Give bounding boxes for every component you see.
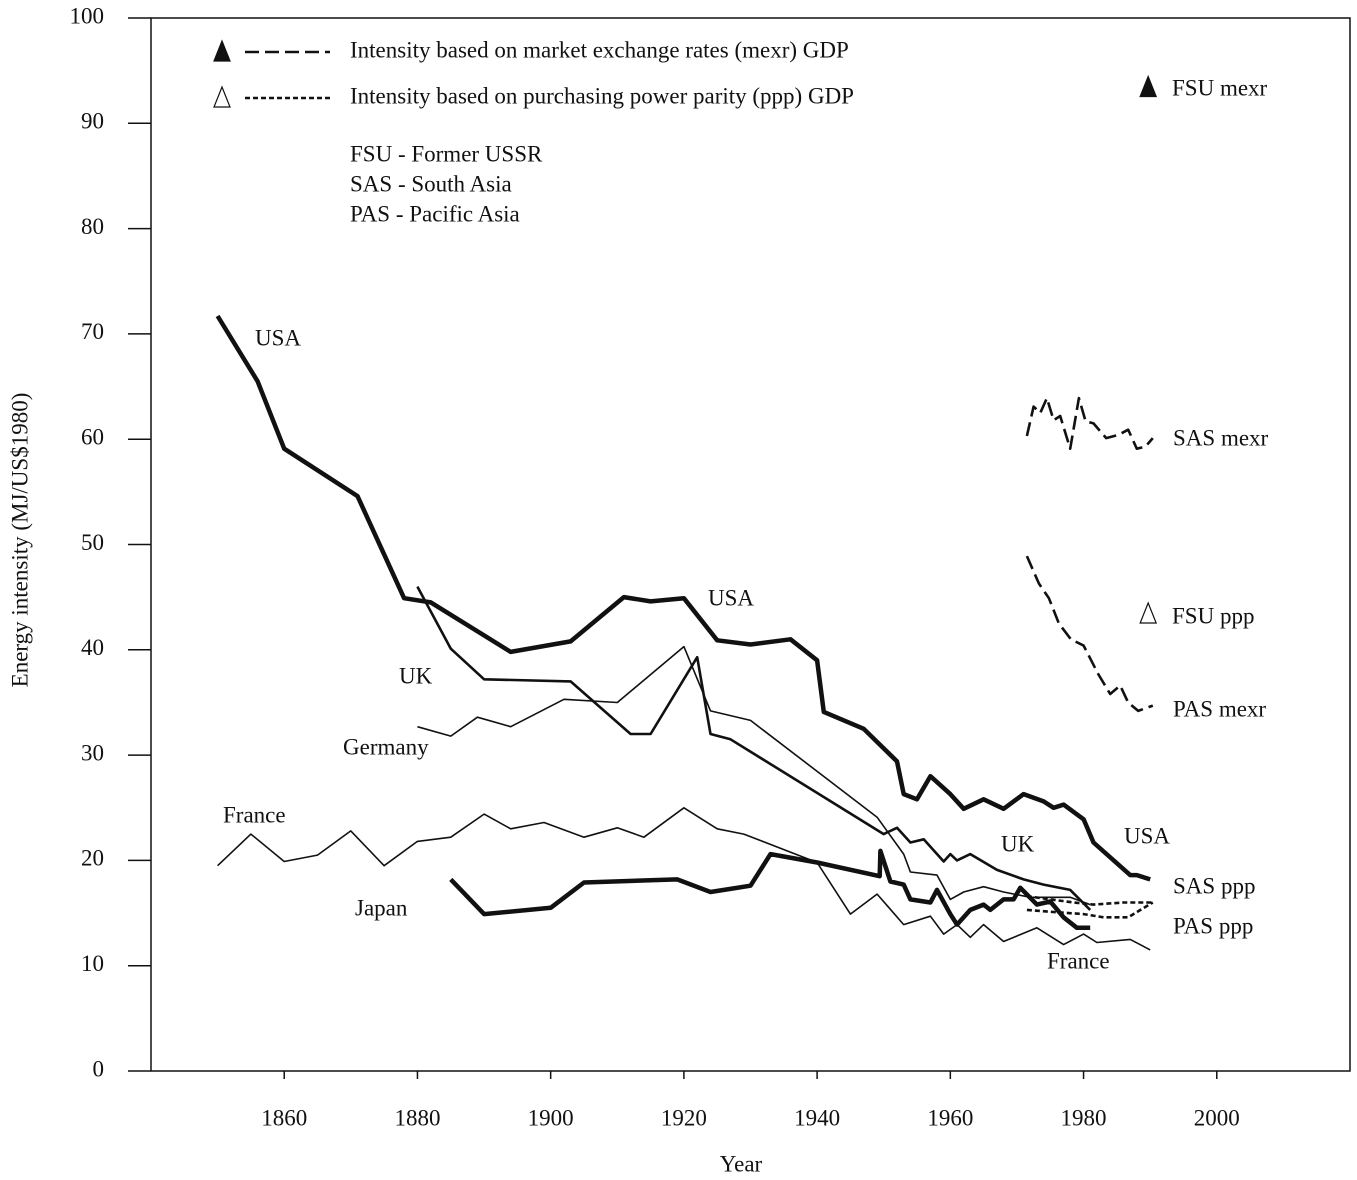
x-tick-label: 1900	[528, 1105, 574, 1130]
x-tick-label: 1920	[661, 1105, 707, 1130]
series-label: UK	[399, 663, 433, 688]
series-line	[217, 807, 1151, 951]
series-label: PAS ppp	[1173, 913, 1253, 938]
point-marker	[1139, 74, 1158, 98]
series-label: USA	[255, 325, 301, 350]
y-tick-label: 60	[81, 424, 104, 449]
y-tick-label: 100	[70, 3, 105, 28]
series-label: USA	[708, 585, 754, 610]
x-tick-label: 1980	[1061, 1105, 1107, 1130]
series-line	[1026, 901, 1154, 919]
series-label: SAS ppp	[1173, 873, 1255, 898]
series-line	[215, 314, 1151, 882]
point-marker	[1139, 601, 1158, 624]
y-tick-label: 80	[81, 214, 104, 239]
x-tick-label: 1860	[261, 1105, 307, 1130]
y-tick-label: 40	[81, 635, 104, 660]
y-axis-title: Energy intensity (MJ/US$1980)	[7, 393, 32, 688]
series-line	[1026, 894, 1153, 906]
series-line	[449, 848, 1091, 931]
plot-frame	[150, 17, 1351, 1072]
x-tick-label: 1940	[794, 1105, 840, 1130]
series-line	[1025, 396, 1154, 450]
series-label: FSU mexr	[1172, 75, 1268, 100]
note: SAS - South Asia	[350, 171, 512, 196]
x-tick-label: 1880	[394, 1105, 440, 1130]
x-tick-label: 1960	[927, 1105, 973, 1130]
series-line	[1025, 555, 1154, 713]
series-line	[416, 585, 1092, 911]
series-label: France	[1047, 948, 1110, 973]
series-label: PAS mexr	[1173, 696, 1266, 721]
x-axis-title: Year	[720, 1151, 763, 1176]
series-line	[417, 645, 1091, 906]
series-label: UK	[1001, 831, 1035, 856]
y-tick-label: 20	[81, 846, 104, 871]
series-label: USA	[1124, 823, 1170, 848]
series-label: SAS mexr	[1173, 425, 1269, 450]
note: PAS - Pacific Asia	[350, 201, 520, 226]
legend-label: Intensity based on purchasing power pari…	[350, 83, 854, 108]
y-tick-label: 0	[93, 1056, 105, 1081]
y-tick-label: 30	[81, 740, 104, 765]
series-label: Japan	[355, 895, 408, 920]
x-tick-label: 2000	[1194, 1105, 1240, 1130]
note: FSU - Former USSR	[350, 141, 543, 166]
series-label: France	[223, 802, 286, 827]
series-label: FSU ppp	[1172, 603, 1254, 628]
y-tick-label: 10	[81, 951, 104, 976]
y-tick-label: 70	[81, 319, 104, 344]
legend-marker	[213, 39, 231, 62]
legend-marker	[213, 85, 231, 108]
y-tick-label: 90	[81, 109, 104, 134]
y-tick-label: 50	[81, 530, 104, 555]
series-label: Germany	[343, 734, 429, 759]
legend-label: Intensity based on market exchange rates…	[350, 37, 849, 62]
